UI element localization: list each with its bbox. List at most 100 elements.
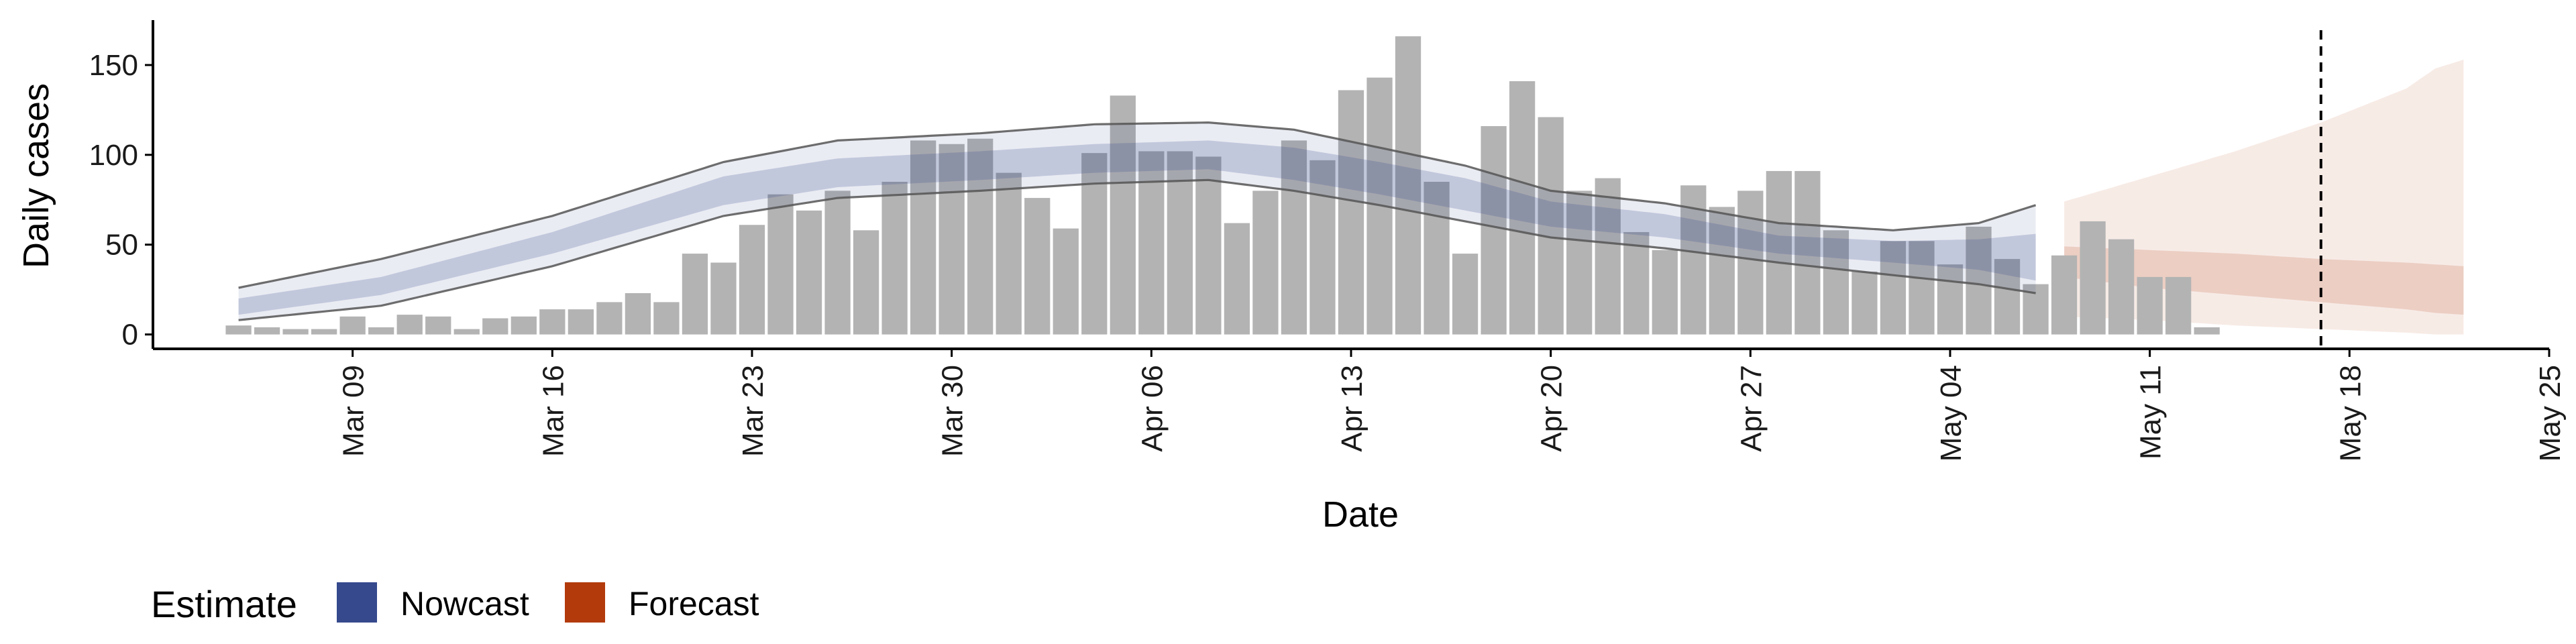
y-axis-title: Daily cases (16, 83, 56, 268)
legend-swatch-nowcast (337, 582, 377, 623)
bar (1338, 90, 1364, 335)
bar (1424, 181, 1450, 335)
bar (1966, 226, 1992, 335)
y-tick-label: 50 (105, 229, 138, 262)
bar (1281, 140, 1307, 335)
bar (824, 191, 851, 335)
legend: Estimate Nowcast Forecast (151, 582, 759, 625)
bar (1566, 191, 1593, 335)
bar (1794, 170, 1821, 335)
bar (796, 210, 822, 335)
x-tick-label: May 18 (2334, 365, 2367, 462)
bar (2194, 327, 2220, 335)
forecast-bands (2064, 59, 2464, 335)
legend-title: Estimate (151, 583, 297, 625)
bar (1737, 191, 1764, 335)
x-tick-label: Apr 06 (1136, 365, 1169, 452)
bar (282, 329, 309, 335)
bar (1880, 241, 1907, 335)
bar (425, 316, 451, 335)
bar (938, 144, 965, 335)
bar (1595, 178, 1621, 335)
bar (539, 309, 566, 335)
legend-swatch-forecast (565, 582, 605, 623)
legend-label-nowcast: Nowcast (400, 585, 529, 623)
bar (396, 315, 423, 335)
x-tick-label: May 11 (2135, 365, 2167, 460)
bar (1024, 198, 1051, 335)
bar (1623, 231, 1650, 335)
y-tick-label: 150 (89, 49, 138, 82)
x-tick-label: May 25 (2534, 365, 2567, 462)
legend-label-forecast: Forecast (629, 585, 759, 623)
bar (1195, 156, 1222, 335)
x-axis-title: Date (1322, 494, 1399, 535)
bar (453, 329, 480, 335)
bar (511, 316, 537, 335)
bar (853, 230, 879, 335)
x-tick-label: May 04 (1935, 365, 1968, 462)
nowcast-bands (238, 122, 2036, 321)
x-tick-label: Mar 23 (737, 365, 769, 457)
bar (739, 225, 765, 335)
bar (1909, 241, 1935, 335)
y-axis-ticks: 0 50 100 150 (89, 49, 153, 352)
bar (682, 254, 708, 335)
bar-series (225, 36, 2220, 335)
nowcast-upper-line (238, 121, 2037, 289)
bar (2137, 276, 2163, 335)
nowcast-lower-line (238, 178, 2036, 321)
y-tick-label: 100 (89, 139, 138, 172)
bar (1538, 117, 1564, 335)
bar (254, 327, 280, 335)
nowcast-interval-lines (238, 121, 2037, 321)
x-axis-ticks: Mar 09 Mar 16 Mar 23 Mar 30 Apr 06 Apr 13 Apr … (337, 349, 2567, 462)
bar (2051, 255, 2078, 335)
bar (2108, 239, 2135, 335)
bar (1851, 271, 1878, 335)
bar (710, 262, 737, 335)
bar (2080, 221, 2106, 335)
bar (1481, 125, 1507, 335)
x-tick-label: Apr 27 (1735, 365, 1768, 452)
bar (1709, 207, 1735, 335)
bar (1766, 170, 1792, 335)
bar (482, 318, 508, 335)
bar (1053, 228, 1079, 335)
x-tick-label: Mar 30 (936, 365, 969, 457)
x-tick-label: Apr 20 (1536, 365, 1568, 452)
bar (311, 329, 337, 335)
nowcast-inner-band (238, 140, 2036, 315)
bar (596, 302, 623, 335)
bar (1224, 223, 1250, 335)
x-tick-label: Mar 09 (337, 365, 370, 457)
bar (1309, 160, 1336, 335)
bar (910, 140, 936, 335)
bar (1937, 264, 1964, 335)
bar (1652, 250, 1678, 335)
bar (1110, 95, 1136, 335)
x-tick-label: Mar 16 (537, 365, 570, 457)
bar (625, 292, 651, 335)
nowcast-outer-band (238, 122, 2036, 321)
bar (1994, 259, 2021, 335)
bar (767, 194, 794, 335)
forecast-outer-band (2064, 59, 2464, 335)
y-tick-label: 0 (122, 319, 138, 352)
bar (1823, 230, 1849, 335)
bar (653, 302, 680, 335)
bar (881, 181, 908, 335)
bar (967, 138, 994, 335)
bar (1252, 191, 1279, 335)
bar (368, 327, 394, 335)
bar (1395, 36, 1421, 335)
bar (568, 309, 594, 335)
forecast-inner-band (2064, 246, 2464, 315)
bar (1452, 254, 1479, 335)
bar (225, 325, 252, 335)
bar (996, 172, 1022, 335)
bar (339, 316, 366, 335)
x-tick-label: Apr 13 (1336, 365, 1368, 452)
bar (1509, 81, 1536, 335)
